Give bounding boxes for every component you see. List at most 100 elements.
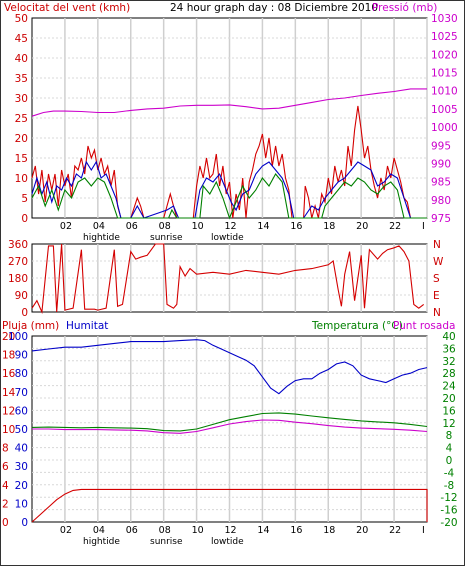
rain-tick-label: 0 [2,517,9,529]
rain-title: Pluja (mm) [2,320,59,332]
wind-speed-tick-label: 0 [21,213,28,225]
dewpoint-title: Punt rosada [393,320,455,332]
temperature-title: Temperatura (°C) [311,320,403,332]
lowtide-label: lowtide [211,233,244,243]
time-tick-label: 06 [126,525,138,536]
humidity-tick-label: 10 [15,498,28,510]
humidity-tick-label: 40 [15,443,28,455]
temperature-tick-label: -12 [440,492,457,504]
humidity-tick-label: 70 [15,387,28,399]
humidity-tick-label: 0 [21,517,28,529]
time-tick-label: 14 [257,525,269,536]
pressure-tick-label: 1010 [431,86,458,98]
humidity-tick-label: 20 [15,480,28,492]
time-tick-label: 14 [257,221,269,232]
humidity-tick-label: 100 [8,331,28,343]
rain-tick-label: 6 [2,461,9,473]
time-tick-label: 04 [93,525,105,536]
time-tick-label: 02 [60,525,72,536]
sunrise-label: sunrise [150,537,183,547]
direction-tick-label: 90 [15,290,28,302]
pressure-tick-label: 990 [431,158,451,170]
direction-tick-label: 180 [8,273,28,285]
series-red-line [31,488,428,523]
temperature-tick-label: -8 [444,480,454,492]
temperature-tick-label: -16 [440,505,457,517]
direction-tick-label: 360 [8,239,28,251]
lowtide-label: lowtide [211,537,244,547]
series-magenta-line [31,88,427,117]
time-tick-label: 02 [60,221,72,232]
temperature-tick-label: 20 [442,393,455,405]
wind-speed-tick-label: 25 [15,113,28,125]
rain-tick-label: 12 [2,405,15,417]
wind-speed-tick-label: 45 [15,33,28,45]
temperature-tick-label: -20 [440,517,457,529]
wind-speed-tick-label: 35 [15,73,28,85]
humidity-tick-label: 30 [15,461,28,473]
temperature-tick-label: 8 [446,430,453,442]
pressure-tick-label: 1025 [431,31,458,43]
time-tick-label: 16 [290,525,302,536]
time-tick-label: 22 [389,525,401,536]
wind-speed-tick-label: 5 [21,193,28,205]
pressure-title: Pressió (mb) [372,2,437,14]
pressure-tick-label: 1000 [431,122,458,134]
pressure-tick-label: 1005 [431,104,458,116]
rain-tick-label: 4 [2,480,9,492]
rain-tick-label: 16 [2,368,16,380]
compass-tick-label: N [433,307,441,319]
humidity-tick-label: 90 [15,350,28,362]
wind-speed-tick-label: 30 [15,93,28,105]
time-tick-label: 20 [356,221,368,232]
pressure-tick-label: 1015 [431,68,458,80]
rain-tick-label: 2 [2,498,9,510]
rain-tick-label: 10 [2,424,15,436]
series-blue-line [31,339,428,395]
chart-date-title: 24 hour graph day : 08 Diciembre 2010 [170,2,378,14]
humidity-tick-label: 50 [15,424,28,436]
pressure-tick-label: 1030 [431,13,458,25]
wind-speed-tick-label: 20 [15,133,28,145]
humidity-tick-label: 80 [15,368,28,380]
temperature-tick-label: 36 [442,343,456,355]
wind-pressure-panel: 0510152025303540455097598098599099510001… [15,13,458,243]
time-tick-label: 10 [192,525,204,536]
time-tick-label: 20 [356,525,368,536]
time-tick-label: 08 [159,525,171,536]
time-tick-label: 06 [126,221,138,232]
time-tick-label: 04 [93,221,105,232]
pressure-tick-label: 995 [431,140,451,152]
time-tick-label: 12 [225,525,237,536]
wind-direction-line [31,243,425,315]
pressure-tick-label: 985 [431,177,451,189]
rain-tick-label: 14 [2,387,16,399]
temperature-tick-label: -4 [444,467,455,479]
direction-tick-label: 270 [8,256,28,268]
time-tick-label: 16 [290,221,302,232]
wind-speed-tick-label: 15 [15,153,28,165]
pressure-tick-label: 975 [431,213,451,225]
hightide-label: hightide [83,233,120,243]
time-tick-label: 10 [192,221,204,232]
rain-tick-label: 20 [2,331,15,343]
wind-speed-tick-label: 50 [15,13,28,25]
series-blue-line [31,160,427,219]
compass-tick-label: E [433,290,440,302]
series-green-line [31,173,427,220]
series-red-line [31,105,427,219]
time-tick-label: I [422,221,425,232]
time-tick-label: 12 [225,221,237,232]
series-magenta-line [32,419,428,434]
temperature-tick-label: 40 [442,331,455,343]
rain-tick-label: 18 [2,350,15,362]
pressure-tick-label: 980 [431,195,451,207]
temperature-tick-label: 4 [446,443,453,455]
time-tick-label: 08 [159,221,171,232]
humidity-title: Humitat [66,320,108,332]
compass-tick-label: S [433,273,440,285]
compass-tick-label: W [433,256,444,268]
sunrise-label: sunrise [150,233,183,243]
